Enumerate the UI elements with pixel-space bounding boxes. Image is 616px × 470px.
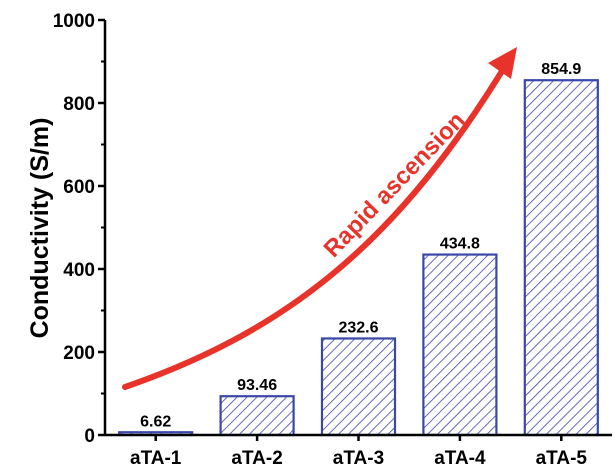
x-tick-label: aTA-3: [333, 448, 384, 469]
data-label: 434.8: [440, 236, 480, 253]
y-tick-label: 1000: [53, 11, 95, 32]
x-axis-ticks: aTA-1 aTA-2 aTA-3 aTA-4 aTA-5: [130, 435, 587, 469]
data-label: 6.62: [140, 413, 171, 430]
x-tick-label: aTA-5: [536, 448, 588, 469]
bar-ata-2: [219, 395, 295, 437]
x-tick-label: aTA-1: [130, 448, 182, 469]
y-axis-ticks: 0 200 400 600 800 1000: [53, 11, 105, 447]
data-label: 854.9: [541, 61, 581, 78]
bar-ata-5: [523, 79, 599, 437]
trend-arrowhead: [488, 47, 517, 79]
trend-arrow: [122, 55, 513, 390]
x-tick-label: aTA-2: [231, 448, 282, 469]
y-tick-label: 800: [63, 94, 95, 115]
x-tick-label: aTA-4: [434, 448, 486, 469]
bar-ata-3: [320, 337, 397, 437]
data-label: 232.6: [338, 319, 378, 336]
bar-ata-4: [422, 253, 498, 437]
y-axis-label: Conductivity (S/m): [26, 118, 54, 339]
data-label: 93.46: [237, 377, 277, 394]
y-tick-label: 400: [63, 260, 95, 281]
y-tick-label: 200: [63, 343, 95, 364]
y-tick-label: 0: [84, 426, 95, 447]
bars: [118, 79, 599, 437]
axes: [103, 20, 612, 437]
y-tick-label: 600: [63, 177, 95, 198]
data-labels: 6.62 93.46 232.6 434.8 854.9: [140, 61, 581, 430]
